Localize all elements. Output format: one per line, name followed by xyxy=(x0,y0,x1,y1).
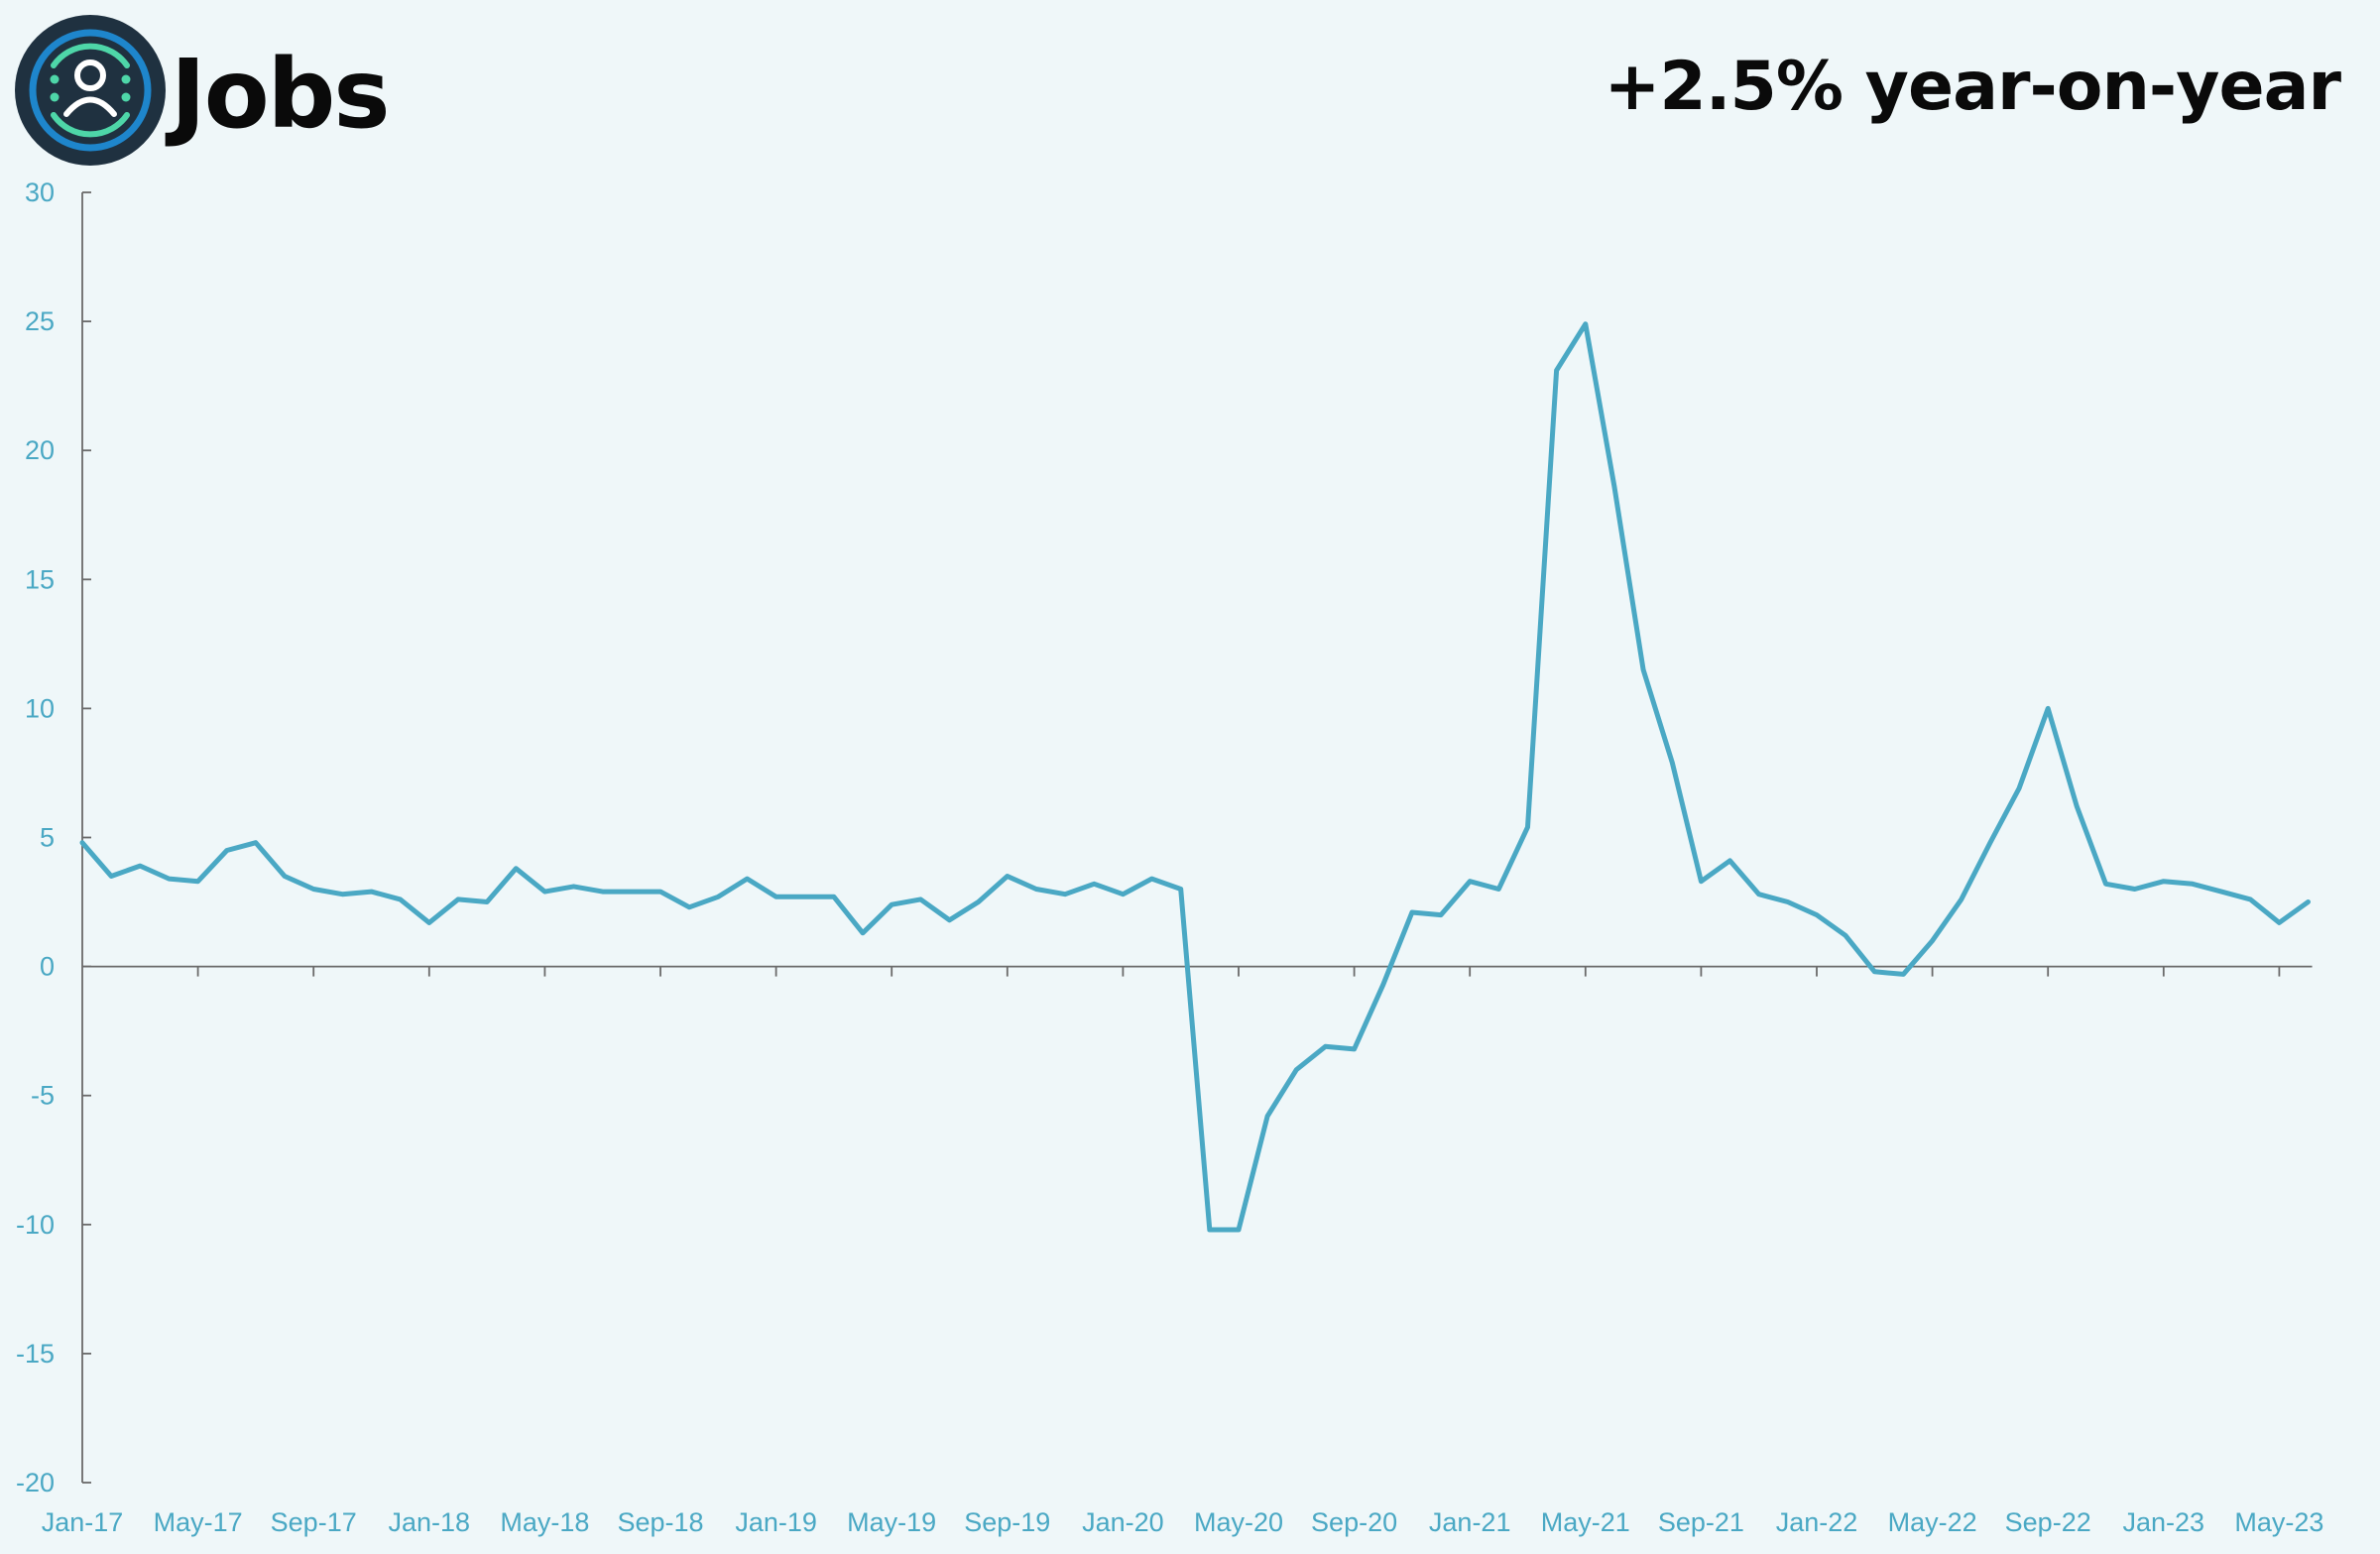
y-tick-label: 0 xyxy=(40,952,55,982)
x-tick-label: May-23 xyxy=(2234,1507,2323,1537)
x-tick-label: Jan-17 xyxy=(42,1507,124,1537)
y-tick-label: -15 xyxy=(16,1339,55,1369)
app-title: Jobs xyxy=(171,39,391,150)
y-axis: 30 25 20 15 10 5 0 -5 -10 -15 -20 xyxy=(16,178,91,1497)
series-line xyxy=(79,321,2311,1233)
x-tick-label: Jan-22 xyxy=(1776,1507,1858,1537)
series-layer xyxy=(79,321,2311,1233)
y-tick-label: -5 xyxy=(31,1081,55,1111)
x-tick-label: Sep-19 xyxy=(964,1507,1050,1537)
y-tick-label: 25 xyxy=(25,306,55,336)
x-tick-label: Sep-20 xyxy=(1311,1507,1397,1537)
x-tick-label: Jan-18 xyxy=(389,1507,471,1537)
user-circle-icon xyxy=(15,15,166,166)
x-tick-label: Sep-17 xyxy=(271,1507,357,1537)
y-tick-label: -20 xyxy=(16,1468,55,1497)
x-tick-label: May-18 xyxy=(500,1507,589,1537)
x-tick-label: Jan-19 xyxy=(735,1507,817,1537)
x-tick-label: May-17 xyxy=(154,1507,243,1537)
y-tick-label: 30 xyxy=(25,178,55,207)
x-tick-label: May-21 xyxy=(1541,1507,1630,1537)
y-tick-label: -10 xyxy=(16,1210,55,1240)
x-tick-label: Sep-18 xyxy=(617,1507,703,1537)
x-tick-label: Jan-21 xyxy=(1429,1507,1511,1537)
x-tick-label: Sep-22 xyxy=(2005,1507,2091,1537)
y-tick-label: 10 xyxy=(25,693,55,723)
y-tick-label: 20 xyxy=(25,435,55,465)
x-axis: Jan-17 May-17 Sep-17 Jan-18 May-18 Sep-18 Jan-… xyxy=(42,965,2323,1537)
x-tick-label: May-20 xyxy=(1194,1507,1283,1537)
x-tick-label: Jan-20 xyxy=(1082,1507,1164,1537)
x-tick-label: Jan-23 xyxy=(2123,1507,2205,1537)
y-tick-label: 5 xyxy=(40,823,55,853)
headline-stat: +2.5% year-on-year xyxy=(1604,48,2341,126)
x-tick-label: May-19 xyxy=(847,1507,936,1537)
header: Jobs +2.5% year-on-year xyxy=(0,0,2380,179)
y-tick-label: 15 xyxy=(25,564,55,594)
x-tick-label: Sep-21 xyxy=(1658,1507,1744,1537)
x-tick-label: May-22 xyxy=(1888,1507,1977,1537)
